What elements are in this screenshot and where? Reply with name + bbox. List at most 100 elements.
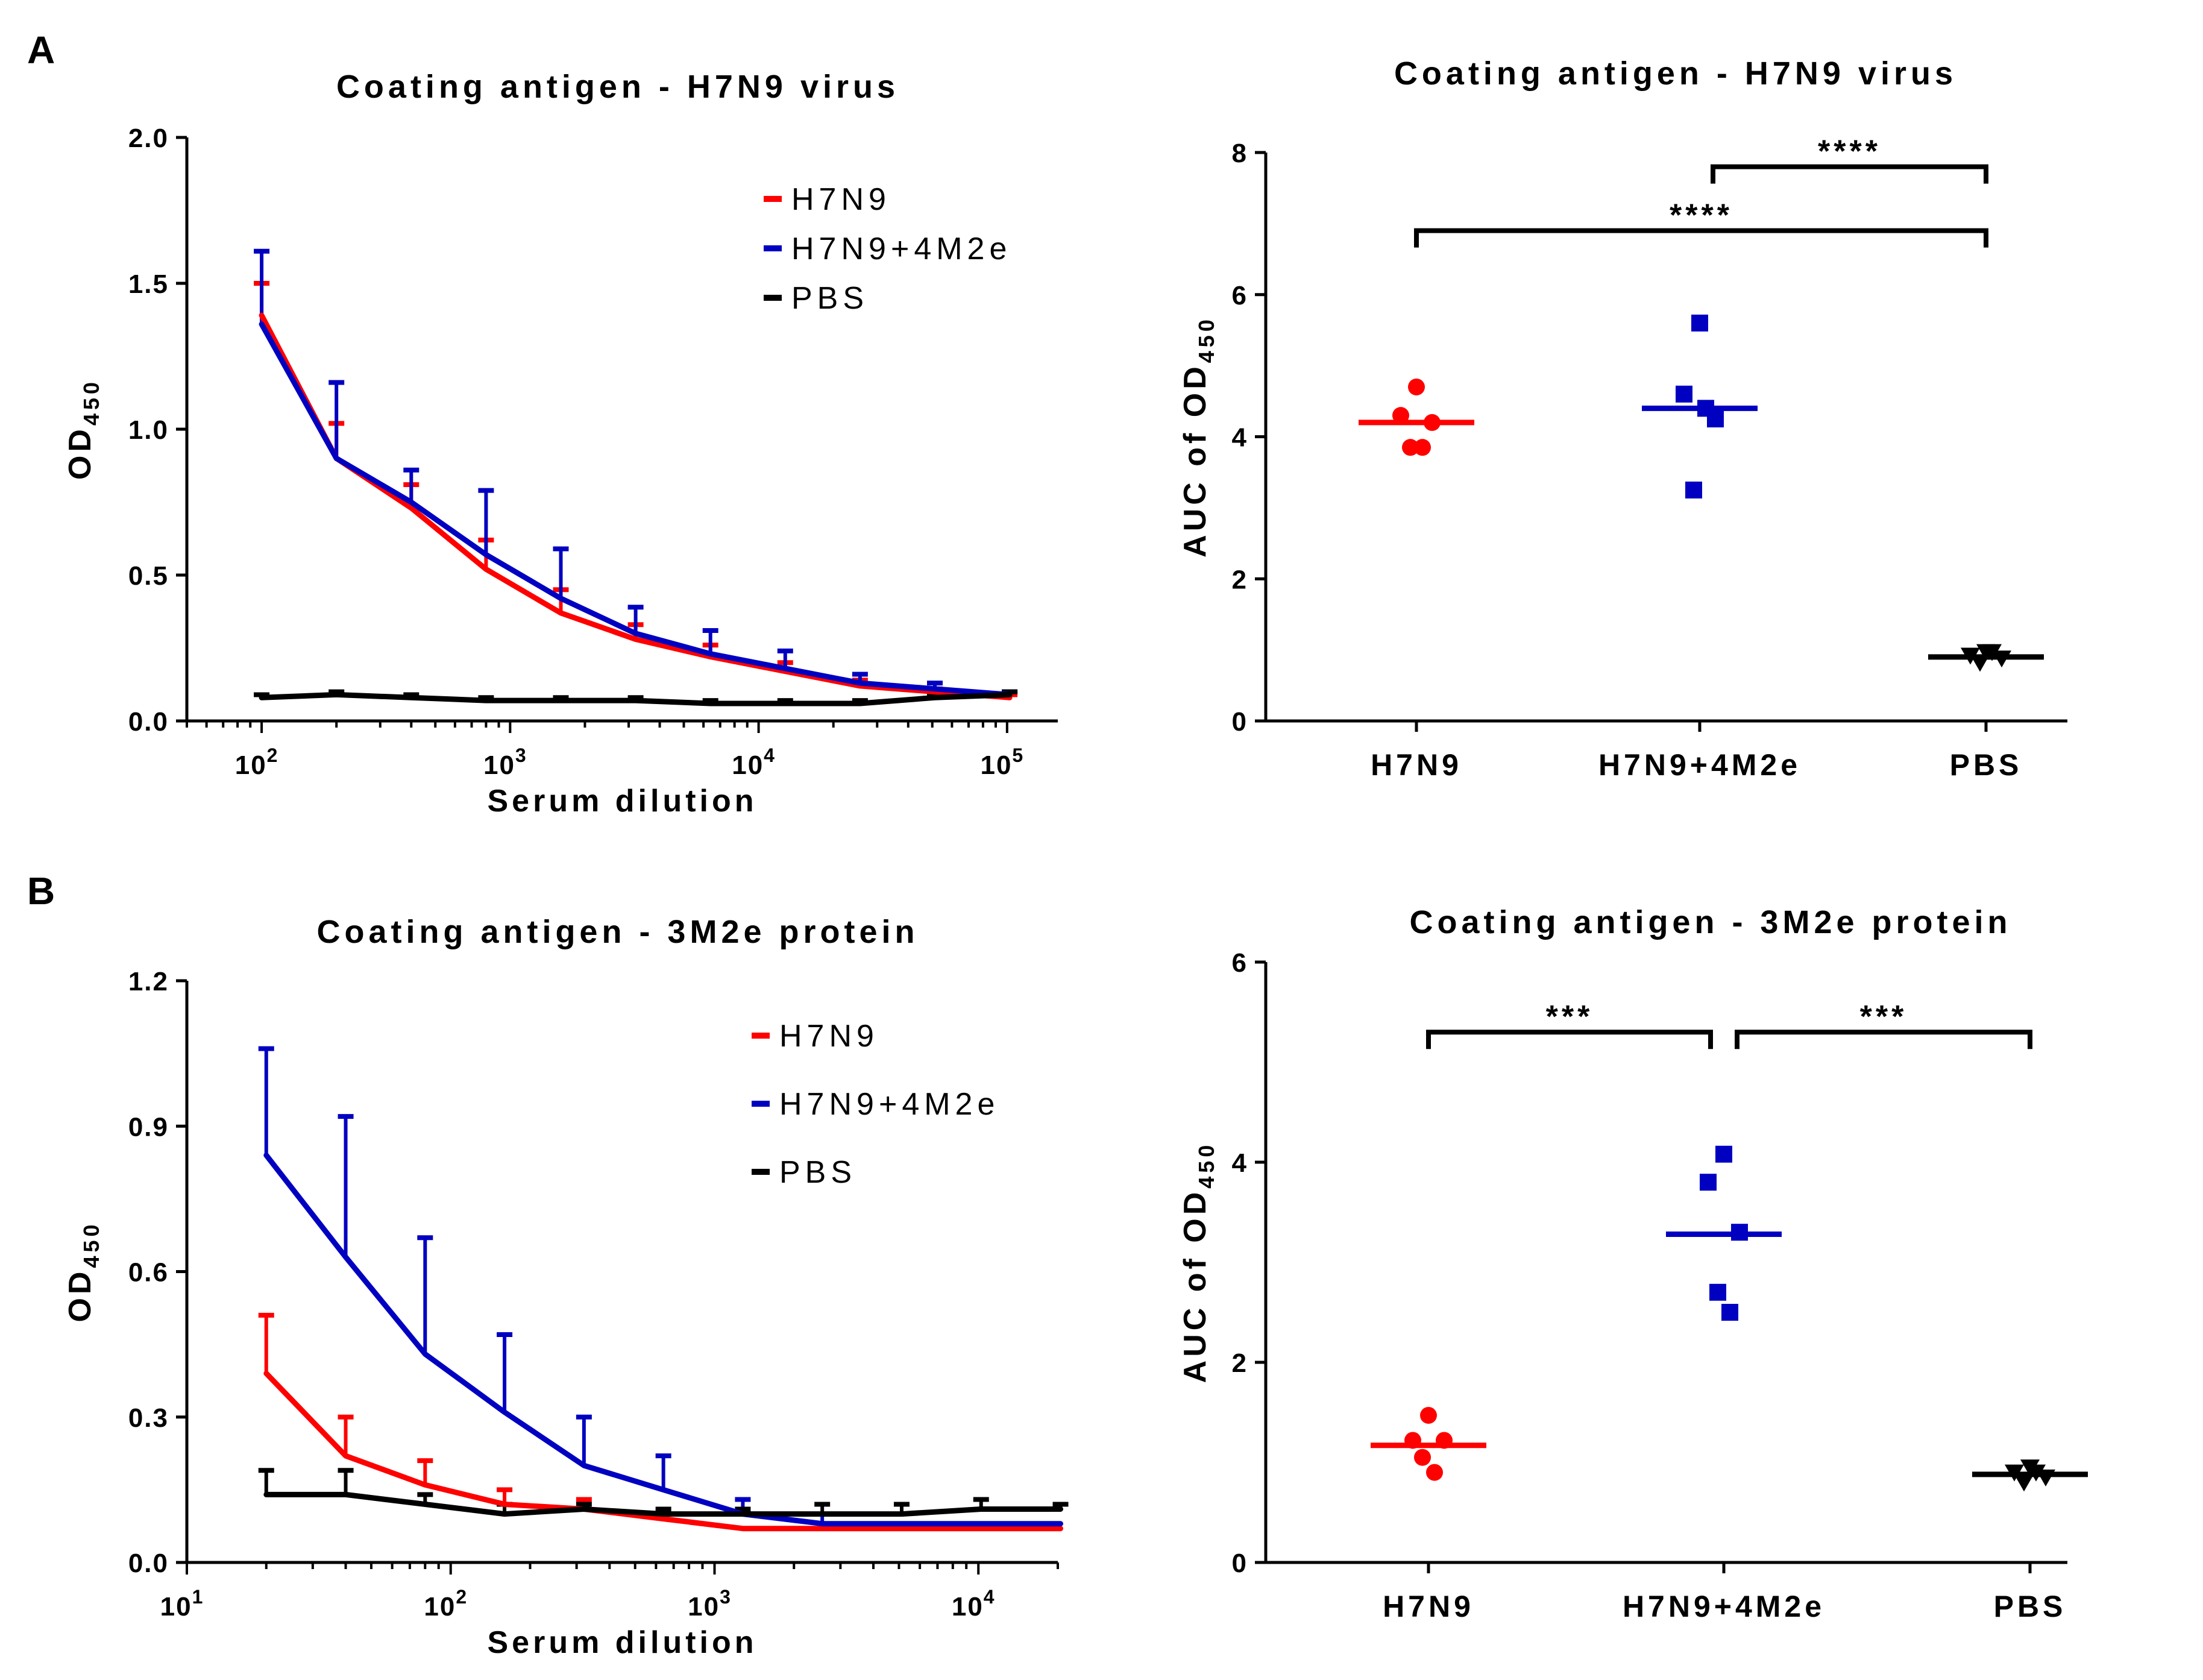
chart-a-auc-category-label: H7N9 [1371,748,1462,782]
chart-b-curve-x-tick-base: 10 [688,1592,720,1622]
chart-a-auc-significance-label: **** [1670,198,1733,233]
chart-b-auc-y-tick-label: 2 [1232,1348,1248,1378]
chart-a-curve-legend-label-pbs: PBS [791,281,869,316]
chart-b-curve-x-tick-label: 102 [424,1586,468,1622]
chart-a-curve-x-tick-base: 10 [980,750,1012,780]
chart-b-curve-x-tick-base: 10 [952,1592,984,1622]
chart-b-auc-title: Coating antigen - 3M2e protein [1409,904,2011,940]
chart-b-auc-h7n9_4m2e-point [1709,1283,1726,1301]
chart-a-curve-pbs-series-line [259,691,1013,706]
chart-a-auc-h7n9-point [1408,378,1425,395]
chart-b-curve-h7n9-series-line [263,1370,1063,1532]
chart-a-curve-y-tick-label: 1.0 [128,415,169,445]
chart-b-auc-category-label: H7N9 [1383,1590,1474,1623]
chart-b-curve-title: Coating antigen - 3M2e protein [316,914,919,950]
chart-a-curve-y-axis-label-subscript: 450 [79,379,104,426]
chart-b-auc-y-axis-label-text: AUC of OD [1178,1189,1213,1383]
chart-b-curve-pbs-series-line [263,1491,1063,1517]
chart-b-curve-x-tick-base: 10 [160,1592,192,1622]
chart-a-auc-significance-bracket [1711,164,1988,184]
chart-b-curve-x-tick-exponent: 2 [456,1586,468,1608]
chart-a-curve-y-axis-label: OD450 [63,379,104,480]
chart-b-curve-y-axis-label: OD450 [63,1221,104,1322]
chart-b-auc-h7n9_4m2e-point [1721,1304,1738,1321]
chart-a-curve-y-tick-label: 0.5 [128,561,169,591]
chart-a-auc-y-tick-label: 8 [1232,139,1248,168]
chart-a-curve-x-tick-base: 10 [483,750,515,780]
chart-a-curve-y-tick-label: 2.0 [128,124,169,153]
chart-b-curve-x-tick-label: 101 [160,1586,204,1622]
chart-b-curve-y-tick-label: 0.6 [128,1258,169,1288]
chart-a-auc-h7n9_4m2e-point [1685,481,1702,499]
chart-b-curve-y-tick-label: 0.3 [128,1403,169,1433]
chart-b-curve-x-tick-exponent: 3 [720,1586,732,1608]
chart-a-auc-y-axis-label-subscript: 450 [1194,316,1219,363]
chart-b-auc-significance-bracket [1426,1030,1713,1049]
chart-b-curve-x-tick-label: 103 [688,1586,732,1622]
chart-a-curve-x-tick-label: 104 [732,744,776,780]
chart-a-curve-legend-label-h7n9: H7N9 [791,182,891,217]
chart-a-curve-y-axis-label-text: OD [63,426,98,480]
chart-a-curve-y-tick-label: 1.5 [128,269,169,299]
chart-b-curve-y-tick-label: 0.9 [128,1112,169,1142]
chart-a-auc-pbs-point [1982,644,2002,661]
chart-a-auc-category-label: PBS [1950,748,2023,782]
chart-b-auc-category-label: PBS [1994,1590,2067,1623]
chart-a-curve-x-tick-label: 103 [483,744,527,780]
chart-b-auc-y-tick-label: 0 [1232,1549,1248,1578]
chart-b-auc-y-axis-label-subscript: 450 [1194,1142,1219,1189]
chart-a-auc-h7n9-point [1414,439,1431,456]
chart-b-curve-y-axis-label-text: OD [63,1268,98,1323]
chart-b-curve-x-tick-exponent: 4 [984,1586,996,1608]
chart-a-curve-x-tick-label: 105 [980,744,1024,780]
chart-b-auc-y-tick-label: 6 [1232,948,1248,978]
chart-a-curve-legend-label-h7n9_4m2e: H7N9+4M2e [791,231,1011,266]
chart-b-auc-h7n9-point [1414,1449,1431,1466]
chart-a-curve-x-tick-exponent: 5 [1012,744,1024,766]
chart-b-auc-y-axis-label: AUC of OD450 [1178,1142,1219,1383]
chart-b-auc-h7n9_4m2e-point [1700,1174,1717,1191]
chart-a-curve-x-tick-base: 10 [235,750,267,780]
chart-a-curve-title: Coating antigen - H7N9 virus [336,69,899,105]
chart-a-curve-x-tick-exponent: 2 [267,744,279,766]
chart-a-curve-h7n9-series-line [259,312,1013,700]
chart-a-auc-y-axis-label: AUC of OD450 [1178,316,1219,558]
chart-b-curve-legend-label-h7n9: H7N9 [779,1019,879,1054]
chart-b-auc-significance-bracket [1735,1030,2032,1049]
chart-a-auc-h7n9_4m2e-point [1676,385,1692,403]
chart-a-auc-h7n9-point [1402,439,1419,456]
chart-a-auc-y-tick-label: 4 [1232,423,1248,453]
chart-b-curve-y-tick-label: 1.2 [128,967,169,996]
chart-a-curve-y-tick-label: 0.0 [128,707,169,737]
chart-b-curve-x-tick-exponent: 1 [192,1586,204,1608]
chart-b-auc-pbs-point [2014,1474,2034,1492]
chart-a-curve-x-tick-base: 10 [732,750,764,780]
chart-a-auc-h7n9-point [1392,407,1409,424]
chart-b-auc-h7n9-point [1426,1464,1443,1481]
chart-b-auc-y-tick-label: 4 [1232,1148,1248,1178]
chart-a-auc-y-tick-label: 0 [1232,707,1248,737]
chart-a-auc-significance-label: **** [1818,134,1881,169]
chart-a-curve-x-axis-label: Serum dilution [488,784,758,819]
chart-b-curve-y-tick-label: 0.0 [128,1549,169,1578]
chart-a-auc-y-tick-label: 2 [1232,565,1248,594]
chart-b-curve-legend-label-pbs: PBS [779,1155,856,1190]
chart-a-auc-y-tick-label: 6 [1232,281,1248,310]
chart-b-curve-x-tick-base: 10 [424,1592,456,1622]
chart-a-auc-h7n9_4m2e-point [1691,314,1708,332]
chart-b-curve-h7n9_4m2e-series-line [263,1153,1063,1527]
panel-label-a: A [27,28,55,72]
chart-b-auc-h7n9-point [1420,1406,1437,1424]
chart-a-curve-h7n9_4m2e-series-line [259,321,1013,697]
chart-b-curve-x-tick-label: 104 [952,1586,996,1622]
chart-a-auc-significance-bracket [1414,228,1988,248]
chart-a-auc-y-axis-label-text: AUC of OD [1178,363,1213,558]
chart-b-auc-significance-label: *** [1860,999,1908,1034]
panel-label-b: B [27,869,55,913]
chart-a-curve-x-tick-exponent: 3 [515,744,527,766]
chart-b-auc-significance-label: *** [1546,999,1594,1034]
chart-a-curve-x-tick-label: 102 [235,744,279,780]
chart-a-curve-x-tick-exponent: 4 [764,744,776,766]
